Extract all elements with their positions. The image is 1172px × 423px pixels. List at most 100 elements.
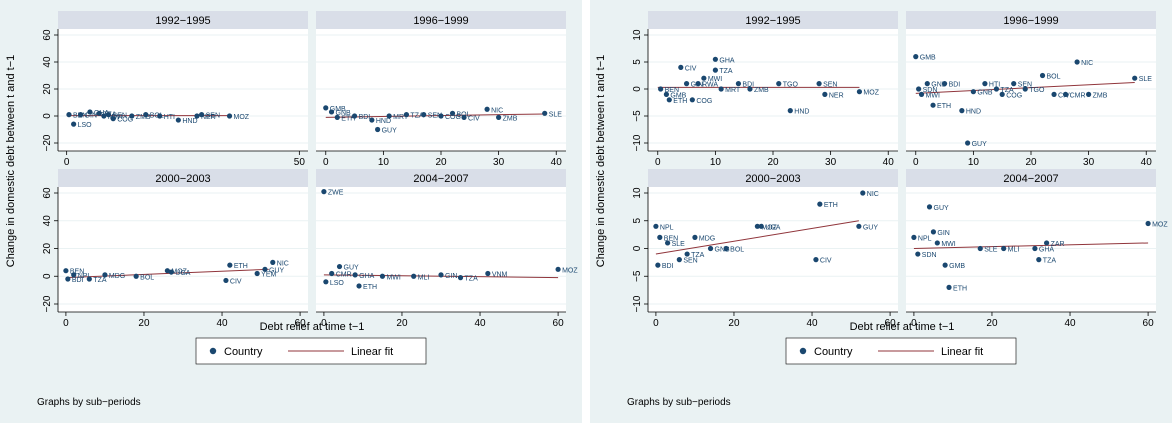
country-label: ETH (937, 103, 951, 110)
country-label: ETH (363, 284, 377, 291)
panel-title: 2000−2003 (745, 173, 800, 185)
country-point (1032, 245, 1038, 252)
country-label: CMR (336, 271, 352, 278)
x-tick-label: 20 (728, 318, 740, 329)
country-label: UGA (765, 224, 781, 231)
x-tick-label: 0 (63, 318, 69, 329)
country-point (1086, 91, 1092, 97)
country-point (323, 279, 329, 285)
country-label: TZA (691, 252, 705, 259)
country-label: MWI (708, 76, 722, 83)
country-point (86, 276, 92, 282)
country-label: HND (966, 109, 981, 116)
country-label: ETH (673, 98, 687, 105)
y-axis-title: Change in domestic debt between t and t−… (5, 55, 17, 268)
legend-marker (209, 347, 217, 355)
x-tick-label: 0 (323, 157, 329, 168)
country-point (930, 229, 937, 235)
country-point (438, 113, 444, 119)
country-point (1001, 245, 1007, 252)
y-tick-label: 0 (42, 113, 53, 119)
linear-fit-line (913, 242, 1149, 249)
country-label: GIN (85, 113, 97, 120)
country-label: NIC (491, 107, 503, 114)
panel-strip (58, 11, 308, 29)
panel-strip (906, 169, 1156, 187)
panel-title: 1992−1995 (745, 15, 800, 27)
country-label: NIC (277, 260, 289, 267)
country-label: HTI (989, 82, 1000, 89)
country-label: NER (201, 114, 216, 121)
x-tick-label: 20 (986, 318, 998, 329)
country-point (663, 91, 670, 97)
country-point (707, 245, 714, 252)
panel-title: 2004−2007 (1003, 173, 1058, 185)
x-tick-label: 60 (1143, 318, 1155, 329)
country-point (63, 268, 69, 274)
linear-fit-line (325, 113, 545, 118)
country-label: HND (376, 118, 391, 125)
country-label: GHA (1039, 247, 1055, 254)
country-label: GMB (670, 92, 686, 99)
figure-2: Change in domestic debt between t and t−… (590, 0, 1172, 423)
country-label: GIN (937, 230, 949, 237)
y-tick-label: 5 (632, 59, 643, 65)
legend: Country Linear fit (785, 337, 1017, 365)
x-tick-label: 0 (653, 318, 659, 329)
country-label: TZA (719, 68, 733, 75)
country-label: BDI (662, 263, 674, 270)
country-point (695, 81, 701, 87)
x-tick-label: 60 (553, 318, 565, 329)
country-point (701, 75, 707, 81)
country-label: MOZ (1152, 222, 1168, 229)
country-label: SEN (113, 113, 127, 120)
x-tick-label: 30 (1083, 157, 1095, 168)
country-label: GUY (934, 205, 950, 212)
country-label: NPL (78, 273, 92, 280)
country-point (164, 268, 170, 274)
panel-strip (648, 11, 898, 29)
x-tick-label: 20 (1025, 157, 1037, 168)
x-axis-title: Debt relief at time t−1 (260, 321, 365, 333)
country-label: MOZ (234, 114, 250, 121)
country-label: GMB (920, 55, 936, 62)
country-point (747, 86, 753, 92)
country-label: ZWE (328, 190, 344, 197)
country-label: CIV (820, 258, 832, 265)
country-label: BOL (1047, 74, 1061, 81)
country-point (915, 251, 921, 257)
country-label: ETH (953, 285, 967, 292)
y-tick-label: −10 (632, 134, 643, 151)
footnote: Graphs by sub−periods (627, 397, 731, 408)
plot-area (58, 29, 308, 151)
y-tick-label: 0 (42, 273, 53, 279)
country-point (336, 263, 343, 270)
country-label: BDI (359, 114, 371, 121)
country-point (993, 86, 1000, 92)
country-point (438, 272, 444, 278)
country-label: BOL (150, 113, 164, 120)
country-label: ZMB (503, 115, 518, 122)
country-point (965, 140, 971, 146)
plot-area (58, 187, 308, 312)
country-label: MOZ (171, 269, 187, 276)
y-tick-label: 60 (42, 187, 53, 199)
country-point (977, 245, 983, 252)
country-label: RWA (702, 82, 718, 89)
country-label: LSO (78, 122, 93, 129)
country-point (689, 97, 695, 103)
x-tick-label: 40 (474, 318, 486, 329)
y-tick-label: 0 (632, 86, 643, 92)
country-point (916, 86, 922, 92)
y-tick-label: −5 (632, 270, 643, 282)
y-tick-label: −10 (632, 295, 643, 312)
country-point (1132, 75, 1138, 81)
country-label: TZA (410, 113, 424, 120)
country-label: GMB (949, 263, 965, 270)
y-tick-label: 60 (42, 29, 53, 41)
x-tick-label: 30 (825, 157, 837, 168)
country-point (758, 223, 764, 229)
